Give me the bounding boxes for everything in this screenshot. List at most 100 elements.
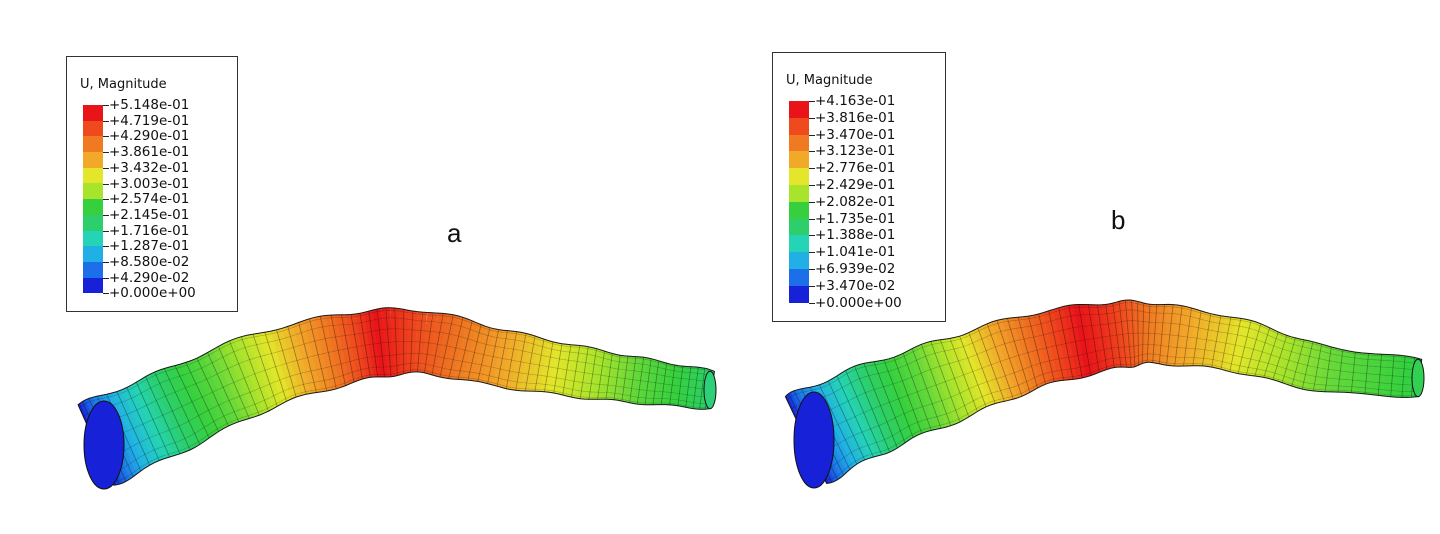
legend-tick [103, 152, 109, 154]
mesh-longitudinal-line [786, 302, 1422, 401]
color-bar-swatch [789, 168, 809, 185]
mesh-longitudinal-line [79, 309, 715, 409]
legend-tick [103, 230, 109, 232]
legend-value-label: +1.735e-01 [815, 210, 896, 227]
mesh-ring-line [135, 382, 170, 458]
legend-tick [103, 199, 109, 201]
mesh-ring-line [467, 324, 482, 381]
legend-tick [103, 246, 109, 248]
mesh-ring-line [439, 314, 454, 378]
legend-tick [103, 167, 109, 169]
mesh-ring-line [652, 360, 660, 405]
color-bar-swatch [789, 184, 809, 202]
mesh-ring-line [1337, 349, 1344, 393]
mesh-ring-line [424, 312, 434, 373]
color-bar-swatch [83, 167, 103, 184]
legend-tick [103, 105, 109, 106]
mesh-ring-line [1390, 354, 1395, 397]
mesh-ring-line [218, 346, 250, 419]
mesh-ring-line [154, 371, 191, 451]
tube-contour-plot-b [784, 299, 1425, 489]
legend-title: U, Magnitude [80, 77, 167, 92]
mesh-ring-line [1291, 339, 1305, 387]
mesh-ring-line [1281, 337, 1296, 383]
color-bar-swatch [789, 285, 809, 303]
mesh-ring-line [487, 329, 499, 384]
mesh-ring-line [287, 326, 307, 395]
color-bar-swatch [83, 120, 103, 137]
color-bar-swatch [789, 134, 809, 152]
mesh-ring-line [309, 318, 328, 392]
mesh-ring-line [1254, 327, 1271, 377]
color-bar-swatch [83, 136, 103, 153]
mesh-ring-line [145, 376, 181, 454]
mesh-ring-line [1078, 304, 1092, 376]
mesh-ring-line [359, 313, 371, 378]
mesh-ring-line [1124, 300, 1132, 368]
legend-value-label: +1.041e-01 [815, 244, 896, 261]
mesh-ring-line [207, 352, 240, 422]
mesh-ring-line [1137, 301, 1139, 366]
color-bar-swatch [789, 151, 809, 169]
tube-outline [77, 307, 715, 486]
mesh-ring-line [126, 387, 160, 461]
mesh-ring-line [1038, 313, 1055, 382]
color-bar-swatch [83, 105, 103, 121]
legend-value-label: +6.939e-02 [815, 261, 896, 277]
color-bar-swatch [83, 246, 103, 262]
mesh-ring-line [562, 344, 572, 396]
color-bar [789, 101, 809, 303]
color-bar-swatch [83, 214, 103, 231]
mesh-ring-line [196, 357, 229, 427]
mesh-ring-line [1048, 310, 1064, 381]
mesh-ring-line [1312, 344, 1322, 391]
mesh-longitudinal-line [95, 341, 713, 446]
tube-end-cap [703, 370, 717, 410]
color-bar-swatch [789, 252, 809, 269]
mesh-longitudinal-line [791, 309, 1422, 410]
legend-title: U, Magnitude [786, 73, 873, 88]
mesh-ring-line [276, 329, 297, 398]
color-bar-swatch [789, 201, 809, 219]
legend-value-label: +2.574e-01 [109, 191, 190, 208]
mesh-longitudinal-line [108, 362, 711, 474]
mesh-ring-line [1174, 305, 1183, 367]
tube-contour-plot-a [77, 307, 717, 490]
legend-tick [809, 269, 815, 270]
mesh-ring-line [240, 336, 269, 412]
mesh-ring-line [845, 370, 883, 456]
mesh-ring-line [930, 341, 961, 423]
legend-value-label: +4.290e-02 [109, 269, 190, 286]
legend-value-label: +4.719e-01 [109, 112, 190, 129]
mesh-ring-line [588, 348, 597, 400]
legend-value-label: +1.716e-01 [109, 222, 190, 239]
legend-b: U, Magnitude +4.163e-01 +3.816e-01 +3.470e… [772, 52, 946, 322]
legend-tick [809, 252, 815, 254]
legend-tick [809, 302, 815, 304]
color-bar-swatch [83, 183, 103, 200]
mesh-longitudinal-line [83, 317, 714, 417]
mesh-ring-line [229, 340, 260, 416]
color-bar-swatch [83, 277, 103, 294]
mesh-ring-line [644, 358, 652, 405]
mesh-ring-line [1211, 315, 1222, 368]
legend-tick [103, 214, 109, 216]
panel-a: U, Magnitude +5.148e-01 +4.719e-01 +4.290e… [66, 56, 717, 490]
mesh-ring-line [968, 332, 996, 404]
mesh-ring-line [1229, 318, 1242, 372]
mesh-ring-line [1301, 341, 1314, 390]
tube-start-cap [793, 391, 835, 489]
legend-tick [103, 136, 109, 138]
legend-value-label: +3.470e-01 [815, 126, 896, 143]
mesh-ring-line [417, 312, 423, 372]
mesh-ring-line [1183, 307, 1192, 367]
mesh-ring-line [1263, 331, 1279, 378]
legend-value-label: +8.580e-02 [109, 254, 190, 270]
mesh-ring-line [174, 365, 210, 439]
mesh-ring-line [1245, 323, 1262, 376]
mesh-ring-line [1152, 304, 1158, 363]
mesh-longitudinal-line [102, 353, 712, 461]
mesh-ring-line [1087, 304, 1100, 373]
mesh-ring-line [350, 314, 363, 380]
tube-end-cap [1411, 358, 1425, 398]
